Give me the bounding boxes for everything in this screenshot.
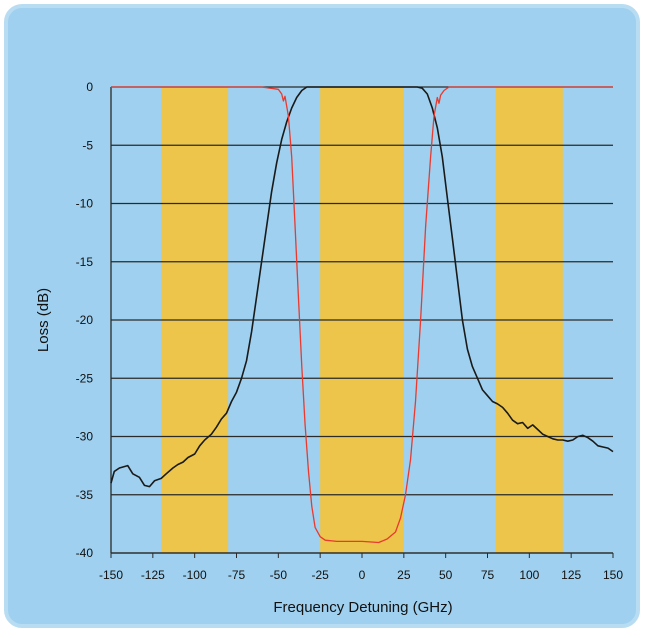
- x-axis-title: Frequency Detuning (GHz): [273, 599, 452, 616]
- y-tick-label-neg40: -40: [76, 546, 94, 560]
- axes: [110, 87, 614, 558]
- x-tick-label-100: 100: [519, 568, 539, 582]
- x-tick-label-neg100: -100: [183, 568, 207, 582]
- y-tick-label-neg20: -20: [76, 313, 94, 327]
- x-tick-label-25: 25: [397, 568, 411, 582]
- y-tick-label-neg35: -35: [76, 488, 94, 502]
- x-tick-label-150: 150: [603, 568, 623, 582]
- x-tick-label-neg75: -75: [228, 568, 246, 582]
- x-tick-label-neg150: -150: [99, 568, 123, 582]
- x-tick-label-neg125: -125: [141, 568, 165, 582]
- y-tick-label-neg30: -30: [76, 430, 94, 444]
- y-tick-label-0: 0: [86, 80, 93, 94]
- y-tick-labels: 0 -5 -10 -15 -20 -25 -30 -35 -40: [76, 80, 94, 560]
- series-line-1: [111, 86, 613, 544]
- x-tick-label-125: 125: [561, 568, 581, 582]
- y-axis-title: Loss (dB): [35, 288, 52, 352]
- y-tick-label-neg25: -25: [76, 371, 94, 385]
- y-tick-label-neg10: -10: [76, 197, 94, 211]
- x-tick-label-0: 0: [359, 568, 366, 582]
- series-group: [110, 86, 614, 544]
- x-tick-label-50: 50: [439, 568, 453, 582]
- y-tick-label-neg5: -5: [82, 138, 93, 152]
- x-tick-labels: -150 -125 -100 -75 -50 -25 0 25 50 75 100 125 150: [99, 568, 623, 582]
- x-tick-label-neg25: -25: [311, 568, 329, 582]
- x-tick-label-75: 75: [481, 568, 495, 582]
- series-line-0: [110, 86, 614, 488]
- y-tick-label-neg15: -15: [76, 255, 94, 269]
- x-tick-label-neg50: -50: [270, 568, 288, 582]
